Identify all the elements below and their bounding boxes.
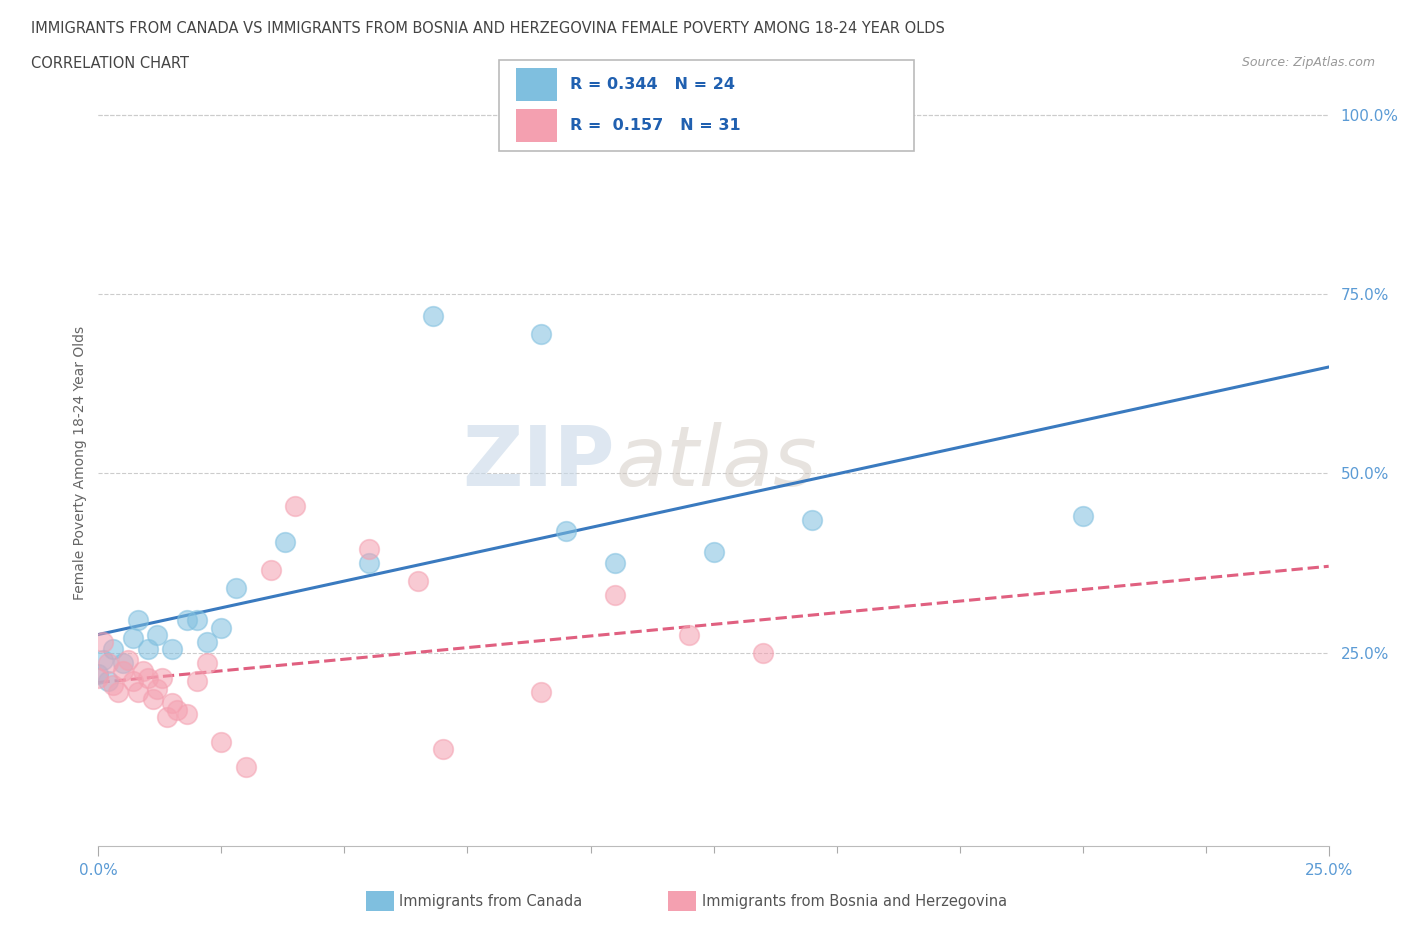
Text: atlas: atlas — [616, 422, 817, 503]
Point — [112, 656, 135, 671]
Point — [703, 545, 725, 560]
Point — [678, 628, 700, 643]
Bar — [516, 68, 557, 100]
Point — [195, 656, 218, 671]
Point — [801, 512, 824, 527]
Point — [211, 620, 233, 635]
Point — [211, 735, 233, 750]
Point — [112, 663, 135, 678]
Point — [605, 555, 627, 570]
Point — [87, 667, 110, 682]
Point — [122, 674, 145, 689]
Point — [176, 706, 198, 721]
Point — [530, 684, 553, 699]
Point — [97, 656, 120, 671]
Point — [87, 671, 110, 685]
Text: IMMIGRANTS FROM CANADA VS IMMIGRANTS FROM BOSNIA AND HERZEGOVINA FEMALE POVERTY : IMMIGRANTS FROM CANADA VS IMMIGRANTS FRO… — [31, 21, 945, 36]
Point — [284, 498, 307, 513]
Text: ZIP: ZIP — [463, 422, 616, 503]
Point — [146, 628, 169, 643]
Text: Immigrants from Canada: Immigrants from Canada — [399, 894, 582, 909]
Point — [132, 663, 155, 678]
Point — [93, 634, 115, 649]
Point — [152, 671, 174, 685]
Point — [93, 653, 115, 668]
Point — [162, 696, 183, 711]
Point — [136, 671, 159, 685]
Point — [122, 631, 145, 645]
Point — [186, 674, 208, 689]
Point — [359, 555, 381, 570]
Point — [408, 574, 430, 589]
Point — [530, 326, 553, 341]
Point — [141, 692, 165, 707]
Point — [195, 634, 218, 649]
Point — [274, 534, 297, 549]
Point — [752, 645, 775, 660]
Point — [432, 742, 454, 757]
Y-axis label: Female Poverty Among 18-24 Year Olds: Female Poverty Among 18-24 Year Olds — [73, 326, 87, 600]
Point — [554, 524, 576, 538]
Point — [127, 613, 149, 628]
Point — [136, 642, 159, 657]
Text: R = 0.344   N = 24: R = 0.344 N = 24 — [569, 76, 735, 92]
Text: R =  0.157   N = 31: R = 0.157 N = 31 — [569, 117, 741, 133]
Point — [162, 642, 183, 657]
Point — [359, 541, 381, 556]
Point — [127, 684, 149, 699]
Text: Immigrants from Bosnia and Herzegovina: Immigrants from Bosnia and Herzegovina — [702, 894, 1007, 909]
Point — [97, 674, 120, 689]
Point — [260, 563, 283, 578]
Point — [422, 308, 444, 323]
Point — [146, 681, 169, 696]
Point — [166, 703, 188, 718]
Point — [156, 710, 179, 724]
Point — [103, 642, 125, 657]
FancyBboxPatch shape — [499, 60, 914, 151]
Point — [605, 588, 627, 603]
Point — [107, 684, 129, 699]
Point — [103, 678, 125, 693]
Text: Source: ZipAtlas.com: Source: ZipAtlas.com — [1241, 56, 1375, 69]
Bar — [516, 109, 557, 141]
Point — [176, 613, 198, 628]
Text: CORRELATION CHART: CORRELATION CHART — [31, 56, 188, 71]
Point — [186, 613, 208, 628]
Point — [225, 580, 247, 595]
Point — [235, 760, 257, 775]
Point — [117, 653, 139, 668]
Point — [1071, 509, 1094, 524]
